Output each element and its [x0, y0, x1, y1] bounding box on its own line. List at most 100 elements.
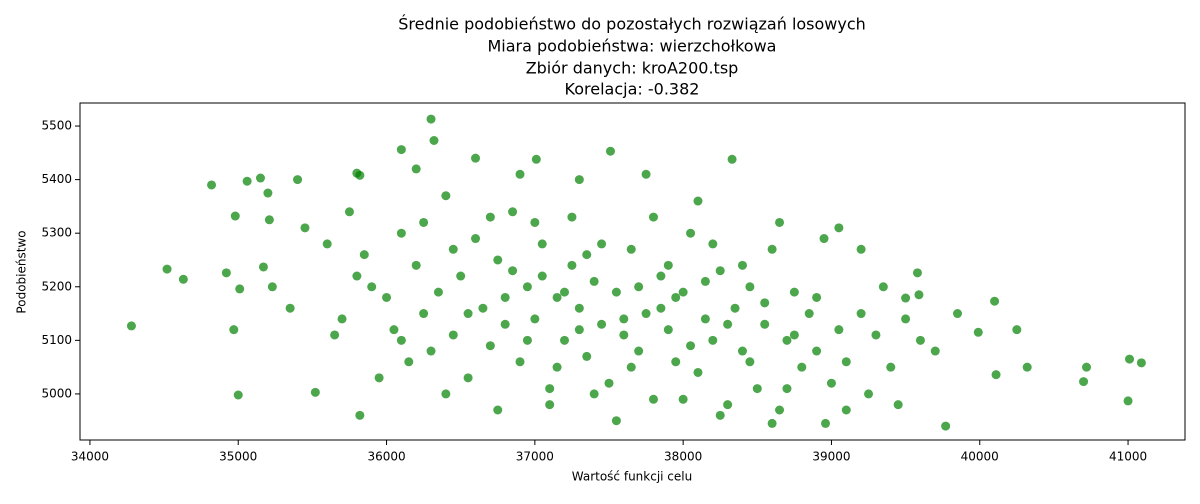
x-tick-label: 40000 — [961, 450, 999, 464]
x-tick-label: 38000 — [664, 450, 702, 464]
point — [1022, 362, 1032, 372]
point — [493, 405, 503, 415]
point — [737, 346, 747, 356]
point — [727, 154, 737, 164]
point — [619, 314, 629, 324]
point — [515, 357, 525, 367]
point — [991, 370, 1001, 380]
point — [310, 387, 320, 397]
point — [515, 169, 525, 179]
point — [708, 335, 718, 345]
point — [441, 389, 451, 399]
point — [582, 250, 592, 260]
point — [485, 212, 495, 222]
chart-title: Korelacja: -0.382 — [565, 80, 700, 99]
point — [626, 244, 636, 254]
point — [545, 384, 555, 394]
point — [841, 357, 851, 367]
point — [619, 330, 629, 340]
point — [700, 314, 710, 324]
point — [737, 260, 747, 270]
y-tick-label: 5300 — [41, 226, 72, 240]
point — [671, 292, 681, 302]
point — [626, 362, 636, 372]
y-axis-label: Podobieństwo — [15, 230, 29, 313]
point — [537, 271, 547, 281]
point — [560, 287, 570, 297]
point — [686, 228, 696, 238]
y-tick-label: 5100 — [41, 333, 72, 347]
point — [745, 357, 755, 367]
point — [715, 410, 725, 420]
point — [396, 228, 406, 238]
point — [804, 309, 814, 319]
point — [914, 290, 924, 300]
point — [941, 421, 951, 431]
x-tick-label: 41000 — [1109, 450, 1147, 464]
point — [700, 276, 710, 286]
point — [293, 175, 303, 185]
point — [782, 384, 792, 394]
y-tick-label: 5500 — [41, 119, 72, 133]
point — [230, 211, 240, 221]
point — [886, 362, 896, 372]
point — [433, 287, 443, 297]
point — [426, 114, 436, 124]
point — [930, 346, 940, 356]
point — [242, 176, 252, 186]
point — [426, 346, 436, 356]
point — [396, 145, 406, 155]
plot-frame — [79, 102, 1186, 441]
point — [508, 266, 518, 276]
point — [567, 260, 577, 270]
point — [471, 234, 481, 244]
point — [545, 400, 555, 410]
point — [574, 325, 584, 335]
point — [597, 239, 607, 249]
x-axis-label: Wartość funkcji celu — [572, 470, 692, 484]
point — [530, 314, 540, 324]
point — [693, 196, 703, 206]
point — [419, 217, 429, 227]
point — [355, 410, 365, 420]
point — [648, 394, 658, 404]
point — [485, 341, 495, 351]
point — [723, 319, 733, 329]
point — [715, 266, 725, 276]
point — [656, 303, 666, 313]
point — [471, 153, 481, 163]
point — [856, 309, 866, 319]
point — [821, 418, 831, 428]
point — [419, 309, 429, 319]
point — [531, 154, 541, 164]
point — [352, 271, 362, 281]
chart-title: Średnie podobieństwo do pozostałych rozw… — [398, 15, 866, 34]
point — [207, 180, 217, 190]
point — [901, 314, 911, 324]
point — [767, 418, 777, 428]
point — [834, 223, 844, 233]
point — [258, 262, 268, 272]
point — [634, 282, 644, 292]
point — [374, 373, 384, 383]
point — [411, 260, 421, 270]
point — [560, 335, 570, 345]
point — [233, 390, 243, 400]
point — [589, 276, 599, 286]
point — [1082, 362, 1092, 372]
point — [478, 303, 488, 313]
point — [678, 287, 688, 297]
chart-title: Miara podobieństwa: wierzchołkowa — [488, 37, 777, 56]
point — [597, 319, 607, 329]
point — [834, 325, 844, 335]
point — [775, 405, 785, 415]
point — [775, 217, 785, 227]
point — [500, 292, 510, 302]
x-tick-label: 37000 — [516, 450, 554, 464]
y-tick-label: 5200 — [41, 279, 72, 293]
point — [337, 314, 347, 324]
point — [953, 309, 963, 319]
point — [429, 136, 439, 146]
point — [611, 416, 621, 426]
